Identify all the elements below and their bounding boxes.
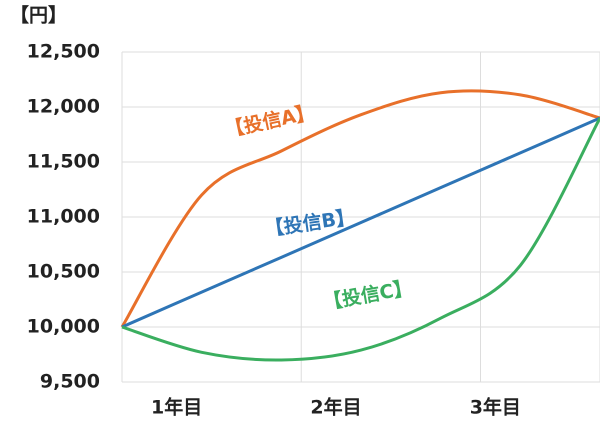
y-tick-label: 11,000 (27, 206, 100, 228)
y-tick-label: 12,000 (27, 96, 100, 118)
y-tick-label: 10,500 (27, 261, 100, 283)
y-tick-label: 9,500 (40, 371, 100, 393)
series-line (121, 117, 600, 362)
series-label: 【投信B】 (263, 205, 356, 240)
series-label: 【投信C】 (322, 276, 415, 314)
y-tick-label: 11,500 (27, 151, 100, 173)
series-line (121, 116, 600, 329)
series-line (120, 89, 600, 328)
x-tick-label: 1年目 (151, 396, 202, 419)
x-tick-label: 3年目 (470, 396, 521, 419)
y-tick-label: 12,500 (27, 41, 100, 63)
unit-label: 【円】 (10, 4, 67, 27)
x-tick-label: 2年目 (310, 396, 361, 419)
y-tick-label: 10,000 (27, 316, 100, 338)
